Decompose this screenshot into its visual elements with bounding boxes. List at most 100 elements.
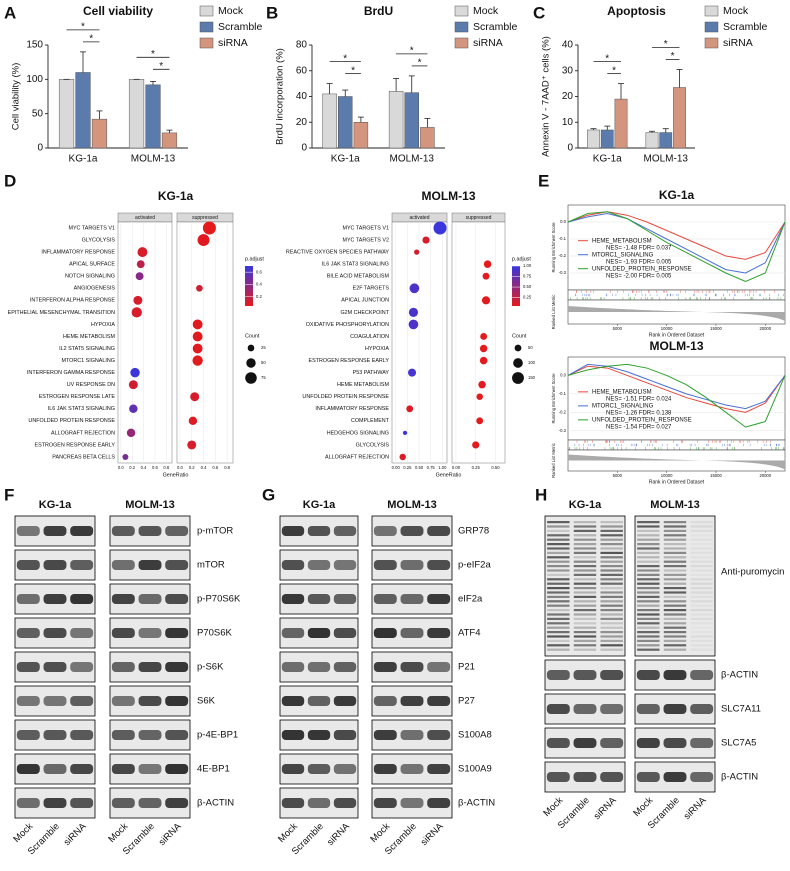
x-tick-label: 0.25 [403,465,412,470]
blot-smear [573,600,597,603]
blot-band [573,670,597,680]
blot-band [333,628,357,638]
legend-swatch [199,5,214,17]
blot-band [111,560,135,570]
blot-band [16,730,40,740]
panel-label: D [4,171,16,190]
bar [587,129,600,149]
blot-band [165,628,189,638]
chart-title: KG-1a [158,189,194,203]
blot-band [373,696,397,706]
category-label: IL6 JAK STAT3 SIGNALING [322,262,389,268]
blot-smear [600,648,623,651]
enrichment-curve [567,212,786,274]
x-tick-label: 10000 [661,473,673,478]
blot-smear [573,595,597,598]
blot-smear [547,609,570,612]
blot-smear [637,521,660,524]
dot [128,380,138,390]
dot [407,368,417,377]
x-tick-label: MOLM-13 [390,154,435,165]
enrichment-curve [567,211,786,283]
category-label: IL2 STAT5 SIGNALING [59,346,115,352]
dot [197,234,210,247]
hits-frame [567,289,786,301]
dot [126,428,136,438]
legend-stat: NES= -1.26 FDR= 0.138 [606,410,672,416]
bar [353,122,369,149]
blot-smear [573,639,597,642]
row-label: p-4E-BP1 [197,730,238,741]
y-tick-label: 40 [296,91,308,102]
x-tick-label: 0.2 [129,465,135,470]
facet-panel [117,221,173,464]
size-key-label: 150 [528,375,536,380]
blot-band [400,764,424,774]
blot-band [165,764,189,774]
blot-band [111,730,135,740]
category-label: INFLAMMATORY RESPONSE [315,406,389,412]
blot-band [165,560,189,570]
size-key [512,372,524,384]
blot-band [70,594,94,604]
blot-band [663,772,687,782]
blot-smear [690,582,713,585]
blot-band [663,738,687,748]
color-tick-label: 0.75 [523,274,532,279]
category-label: NOTCH SIGNALING [65,274,115,280]
significance-label: * [151,49,155,60]
x-tick-label: 20000 [759,326,771,331]
blot-band [400,662,424,672]
blot-band [138,526,162,536]
ranked-metric [568,454,785,470]
bar [600,129,614,149]
group-label: MOLM-13 [125,499,175,511]
blot-smear [637,556,660,559]
row-label: S6K [197,696,216,707]
blot-smear [690,635,713,638]
x-tick-label: 0.0 [118,465,124,470]
x-tick-label: 0.75 [427,465,436,470]
blot-smear [600,582,623,585]
size-key [513,358,523,368]
dot [187,440,197,450]
blot-smear [573,609,597,612]
lane-label: Mock [11,821,35,845]
blot-smear [690,622,712,624]
dot [408,319,419,330]
row-label: β-ACTIN [458,798,495,809]
y-axis-label: BrdU incorporation (%) [275,48,286,145]
y-tick-label: 50 [32,108,44,119]
x-tick-label: 0.00 [452,465,461,470]
legend-label: Scramble [218,21,263,33]
y-tick-label: -0.1 [559,391,567,396]
blot-smear [547,635,570,638]
x-tick-label: KG-1a [331,154,360,165]
blot-smear [637,543,660,546]
legend-stat: NES= -1.51 FDR= 0.024 [606,396,672,402]
dot [192,355,203,366]
x-tick-label: 15000 [710,326,722,331]
enrichment-curve [567,365,786,413]
blot-band [111,594,135,604]
blot-smear [690,539,712,541]
blot-band [165,798,189,808]
blot-smear [573,521,597,524]
x-tick-label: 0.8 [224,465,230,470]
legend-swatch [704,21,719,33]
panel-label: C [533,3,545,22]
legend-swatch [199,37,214,49]
blot-band [546,704,570,714]
dot [478,380,486,389]
legend-label: siRNA [723,37,753,49]
blot-smear [600,635,623,638]
blot-band [373,662,397,672]
dot [402,430,408,436]
size-key [247,344,255,352]
blot-band [333,560,357,570]
blot-smear [690,600,713,603]
x-tick-label: 0.50 [415,465,424,470]
blot-band [70,696,94,706]
blot-smear [600,609,623,612]
x-tick-label: 0.4 [141,465,147,470]
